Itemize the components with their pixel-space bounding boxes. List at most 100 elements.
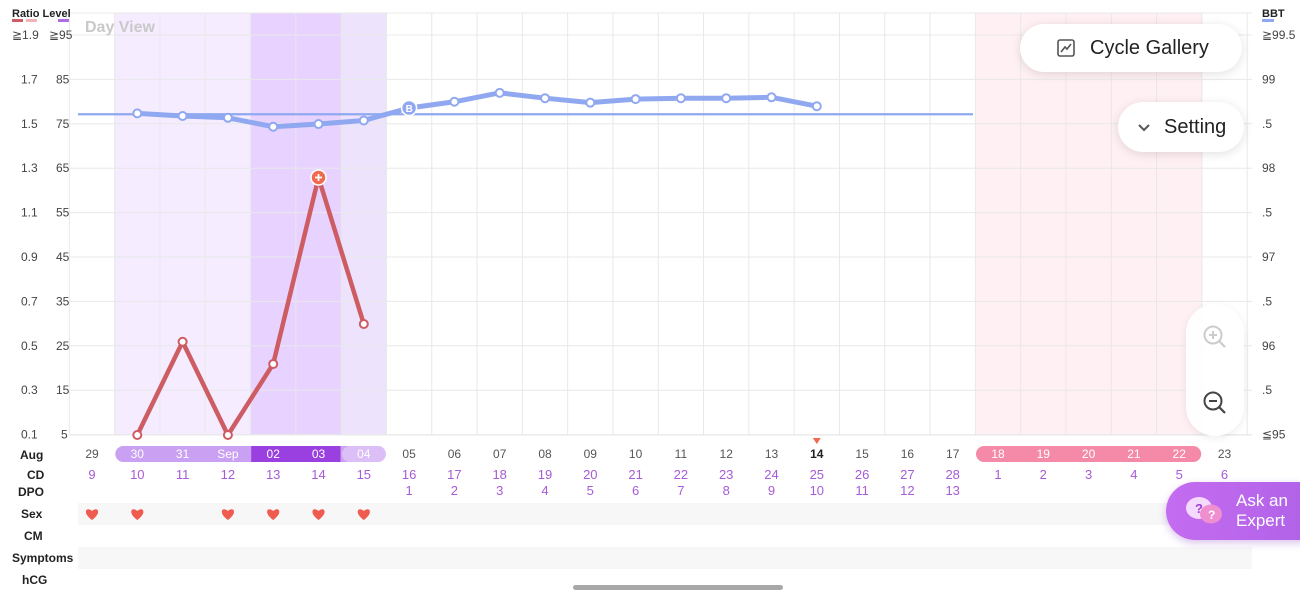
bbt-line [134, 90, 820, 130]
cd-label: 27 [900, 467, 914, 482]
bbt-point [721, 93, 732, 104]
dpo-label: 12 [900, 483, 914, 498]
cd-label: 16 [402, 467, 416, 482]
ratio-line [135, 175, 367, 438]
day-view-label: Day View [85, 19, 156, 36]
date-label: 16 [901, 447, 915, 461]
bbt-tick-label: .5 [1262, 383, 1272, 397]
peak-date-pill [251, 446, 341, 462]
cd-label: 25 [810, 467, 824, 482]
bbt-tick-label: 99 [1262, 72, 1276, 86]
bbt-point [313, 119, 324, 130]
dpo-label: 13 [945, 483, 959, 498]
cd-label: 10 [130, 467, 144, 482]
bbt-point [540, 93, 550, 104]
zoom-controls [1186, 304, 1244, 436]
date-label: 09 [584, 447, 598, 461]
date-label: 21 [1127, 447, 1141, 461]
svg-text:?: ? [1208, 508, 1215, 522]
dpo-label: 7 [677, 483, 684, 498]
cd-label: 21 [628, 467, 642, 482]
cd-label: 11 [176, 467, 190, 482]
level-tick-label: ≧95 [49, 28, 73, 42]
date-label: 29 [85, 447, 99, 461]
ratio-point [358, 319, 369, 329]
legend-bbt: BBT [1262, 8, 1285, 20]
zoom-out-icon[interactable] [1202, 390, 1228, 416]
bbt-tick-label: .5 [1262, 206, 1272, 220]
bbt-tick-label: 97 [1262, 250, 1276, 264]
date-label: 02 [267, 447, 281, 461]
level-tick-label: 15 [56, 383, 70, 397]
cd-label: 4 [1130, 467, 1137, 482]
home-indicator[interactable] [573, 585, 783, 590]
dpo-label: 11 [855, 483, 869, 498]
ovulation-marker-label: B [406, 104, 413, 115]
period-band [1111, 13, 1157, 435]
date-label: 03 [312, 447, 326, 461]
legend-ratio-level: Ratio Level [12, 8, 71, 20]
heart-icon [131, 509, 144, 520]
ratio-tick-label: 0.5 [21, 339, 38, 353]
setting-button[interactable]: Setting [1118, 102, 1244, 152]
heart-icon [221, 509, 234, 520]
legend-ratio-swatch [26, 19, 37, 22]
bbt-point [222, 112, 233, 123]
ask-expert-line2: Expert [1236, 511, 1286, 530]
fertile-window-band [205, 13, 251, 435]
bbt-point [268, 121, 279, 132]
date-label: 07 [493, 447, 507, 461]
period-band [1065, 13, 1112, 435]
cd-label: 3 [1085, 467, 1092, 482]
heart-icon [357, 509, 370, 520]
bbt-point [630, 94, 641, 105]
cycle-gallery-button[interactable]: Cycle Gallery [1020, 24, 1242, 72]
bbt-point [177, 111, 188, 122]
row-label-cd: CD [27, 468, 45, 482]
cd-label: 20 [583, 467, 597, 482]
bbt-point [675, 93, 686, 104]
cd-label: 12 [221, 467, 235, 482]
level-tick-label: 85 [56, 72, 70, 86]
ratio-tick-label: 0.3 [21, 383, 38, 397]
heart-icon [85, 509, 99, 520]
row-label-symptoms: Symptoms [12, 551, 74, 565]
bbt-tick-label: 98 [1262, 161, 1276, 175]
level-tick-label: 5 [61, 428, 68, 442]
ratio-tick-label: ≧1.9 [12, 28, 39, 42]
fertile-window-band [159, 13, 206, 435]
dpo-label: 10 [810, 483, 824, 498]
fertile-window-band [114, 13, 160, 435]
ask-expert-line1: Ask an [1236, 491, 1288, 510]
level-tick-label: 65 [56, 161, 70, 175]
date-label: 05 [402, 447, 416, 461]
heart-icon [267, 509, 280, 520]
dpo-label: 9 [768, 483, 775, 498]
date-label: 06 [448, 447, 462, 461]
chart-icon [1057, 39, 1075, 57]
ratio-tick-label: 1.3 [21, 161, 38, 175]
date-label: 22 [1173, 447, 1187, 461]
cd-label: 23 [719, 467, 733, 482]
date-label: 11 [675, 447, 688, 461]
ratio-point [222, 430, 233, 440]
ratio-point [177, 336, 188, 347]
heart-icon [312, 509, 325, 520]
ratio-point [268, 358, 279, 369]
zoom-in-icon[interactable] [1202, 324, 1228, 350]
bbt-tick-label: 96 [1262, 339, 1276, 353]
period-band [1020, 13, 1066, 435]
cd-label: 26 [855, 467, 869, 482]
ask-expert-button[interactable]: ? ? Ask an Expert [1166, 482, 1300, 540]
cd-label: 13 [266, 467, 280, 482]
dpo-label: 6 [632, 483, 639, 498]
symptoms-row-bg [78, 547, 1252, 569]
dpo-label: 8 [723, 483, 730, 498]
legend-level-swatch [58, 19, 69, 22]
today-marker [812, 438, 821, 444]
ratio-tick-label: 0.9 [21, 250, 38, 264]
cd-label: 18 [492, 467, 506, 482]
chat-question-icon: ? ? [1186, 497, 1222, 524]
cd-label: 2 [1040, 467, 1047, 482]
peak-fertility-band [250, 13, 296, 435]
